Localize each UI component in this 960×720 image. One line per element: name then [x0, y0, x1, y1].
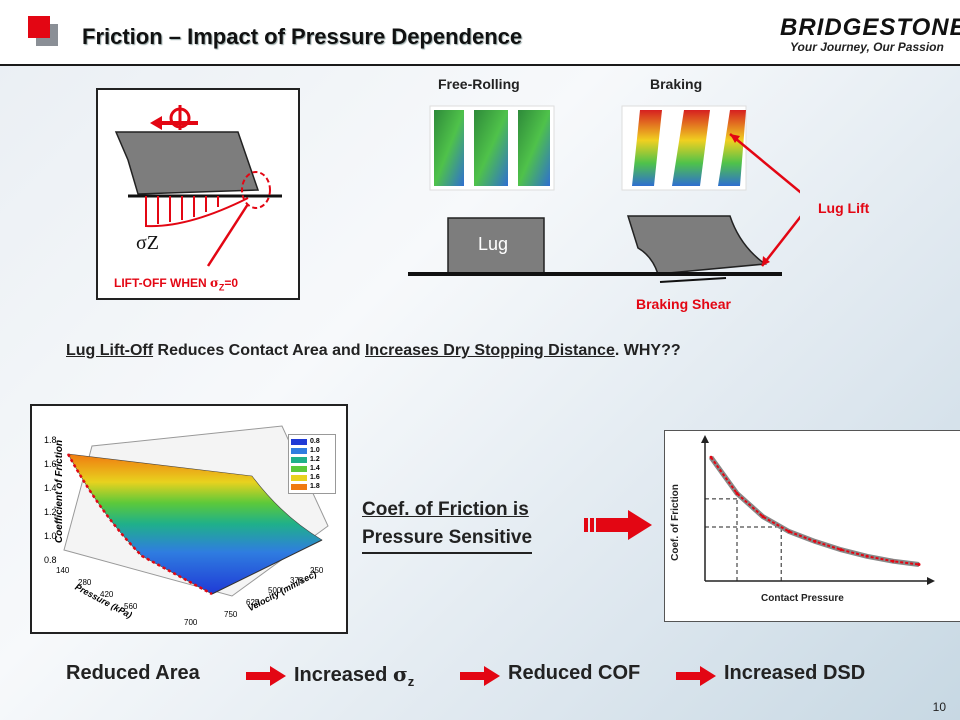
velocity-tick: 375: [290, 576, 304, 585]
z-ticks: 1.8 1.6 1.4 1.2 1.0 0.8: [44, 428, 57, 572]
legend-swatch: [291, 465, 307, 472]
lug-lift-label: Lug Lift: [818, 200, 870, 216]
legend-item: 1.4: [291, 464, 333, 473]
chain-step-4: Increased DSD: [724, 662, 866, 684]
legend-swatch: [291, 438, 307, 445]
chain-step-3: Reduced COF: [508, 662, 641, 684]
legend-item: 1.2: [291, 455, 333, 464]
chain-step-2-symbol: σ: [392, 662, 408, 686]
surface-legend: 0.8 1.0 1.2 1.4 1.6 1.8: [288, 434, 336, 494]
lug-box-label: Lug: [478, 234, 509, 254]
legend-label: 0.8: [310, 438, 320, 445]
chain-arrow-2-icon: [460, 666, 500, 686]
brand-logo: BRIDGESTONE: [780, 14, 960, 41]
braking-shear-label: Braking Shear: [636, 296, 731, 312]
chart-ylabel: Coef. of Friction: [669, 484, 681, 561]
cof-point: [787, 530, 791, 533]
z-tick: 0.8: [44, 555, 57, 565]
cof-point: [735, 492, 739, 496]
chain-step-1: Reduced Area: [66, 662, 200, 684]
pressure-tick: 560: [124, 602, 138, 611]
pressure-tick: 140: [56, 566, 70, 575]
lift-off-prefix: LIFT-OFF WHEN: [114, 276, 210, 290]
pressure-tick: 700: [184, 618, 198, 627]
cof-point: [917, 563, 921, 566]
legend-label: 1.4: [310, 465, 320, 472]
free-rolling-label: Free-Rolling: [438, 76, 520, 92]
velocity-tick: 750: [224, 610, 238, 619]
legend-label: 1.0: [310, 447, 320, 454]
velocity-tick: 500: [268, 586, 282, 595]
lift-off-drawing: [114, 105, 282, 267]
pressure-sensitive-note: Coef. of Friction is Pressure Sensitive: [362, 496, 533, 554]
cof-point: [813, 539, 817, 543]
statement-part1: Lug Lift-Off: [66, 342, 154, 359]
cof-chart-panel: Coef. of Friction Contact Pressure: [664, 430, 960, 622]
statement-part4: . WHY??: [614, 342, 681, 359]
legend-item: 1.0: [291, 446, 333, 455]
legend-label: 1.2: [310, 456, 320, 463]
velocity-tick: 250: [310, 566, 324, 575]
page-title: Friction – Impact of Pressure Dependence: [82, 24, 523, 49]
legend-swatch: [291, 447, 307, 454]
surface-plot-panel: Coefficient of Friction Pressure (kPa) V…: [30, 404, 348, 634]
lift-off-suffix: =0: [224, 276, 239, 290]
lift-off-symbol: σ: [209, 276, 219, 290]
z-tick: 1.2: [44, 507, 57, 517]
cof-series-line: [710, 456, 920, 566]
legend-swatch: [291, 483, 307, 490]
legend-item: 0.8: [291, 437, 333, 446]
z-tick: 1.0: [44, 531, 57, 541]
legend-swatch: [291, 474, 307, 481]
cof-point: [865, 554, 869, 558]
chain-step-2-text: Increased: [294, 664, 393, 686]
lug-graphics: [408, 105, 800, 283]
brand-tagline: Your Journey, Our Passion: [790, 40, 944, 54]
right-arrow-icon: [584, 510, 652, 540]
legend-label: 1.6: [310, 474, 320, 481]
surface-plot: [63, 425, 329, 597]
z-tick: 1.4: [44, 483, 57, 493]
pressure-tick: 280: [78, 578, 92, 587]
statement-part2: Reduces Contact Area and: [153, 342, 365, 359]
lift-off-label: LIFT-OFF WHEN σZ=0: [114, 276, 238, 292]
note-line1: Coef. of Friction is: [362, 499, 529, 520]
cof-chart: [701, 435, 935, 585]
chain-step-2-sub: z: [407, 674, 415, 689]
chain-arrow-1-icon: [246, 666, 286, 686]
statement-line: Lug Lift-Off Reduces Contact Area and In…: [66, 342, 681, 360]
cof-series-shadow: [708, 455, 920, 567]
z-tick: 1.6: [44, 459, 57, 469]
velocity-tick: 625: [246, 598, 260, 607]
chart-xlabel: Contact Pressure: [761, 593, 844, 604]
braking-label: Braking: [650, 76, 703, 92]
chain-arrow-3-icon: [676, 666, 716, 686]
cof-point: [761, 515, 765, 519]
cof-point: [839, 548, 843, 552]
legend-item: 1.8: [291, 482, 333, 491]
lift-off-sub: Z: [218, 282, 225, 293]
header-bar: [0, 0, 960, 66]
legend-item: 1.6: [291, 473, 333, 482]
cof-point: [709, 455, 713, 459]
pressure-tick: 420: [100, 590, 114, 599]
z-tick: 1.8: [44, 435, 57, 445]
statement-part3: Increases Dry Stopping Distance: [364, 342, 615, 359]
legend-label: 1.8: [310, 483, 320, 490]
note-line2: Pressure Sensitive: [362, 527, 533, 548]
title-square-icon: [28, 16, 50, 38]
cof-point: [891, 559, 895, 563]
x-axis-arrow-icon: [927, 577, 935, 585]
legend-swatch: [291, 456, 307, 463]
sigma-z-label: σZ: [136, 232, 159, 254]
lift-off-diagram: σZ LIFT-OFF WHEN σZ=0: [96, 88, 300, 300]
chain-step-2: Increased σz: [294, 662, 414, 689]
page-number: 10: [932, 700, 946, 714]
y-axis-arrow-icon: [701, 435, 709, 443]
